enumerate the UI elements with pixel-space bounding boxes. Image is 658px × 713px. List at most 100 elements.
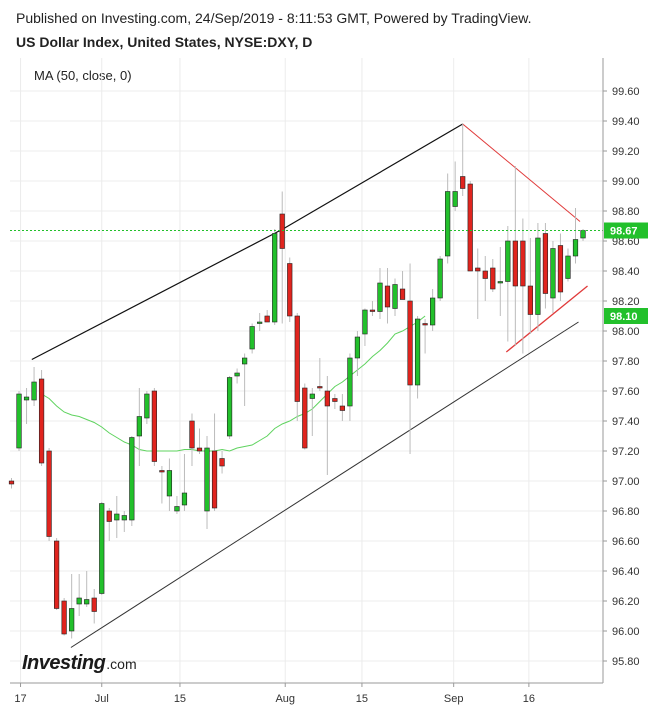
candle-body — [159, 470, 165, 473]
candle-body — [54, 540, 60, 609]
candle-body — [542, 233, 549, 294]
candle-body — [181, 492, 188, 506]
candle — [181, 454, 188, 511]
candle — [497, 247, 503, 316]
candle-body — [467, 183, 473, 272]
candle — [234, 368, 240, 384]
candle-body — [407, 300, 413, 386]
candle — [226, 376, 233, 439]
candle — [129, 436, 135, 526]
candle — [557, 233, 564, 301]
candle — [535, 223, 541, 331]
candle — [445, 173, 451, 264]
channel-lower-line — [70, 321, 579, 648]
candle — [430, 289, 436, 331]
candle-body — [512, 240, 518, 287]
candle — [189, 413, 195, 466]
candle — [482, 256, 488, 301]
candle — [392, 278, 398, 316]
candle — [572, 208, 579, 264]
y-tick-label: 96.20 — [612, 596, 640, 608]
candle-body — [399, 288, 406, 300]
candle — [242, 353, 248, 406]
candle — [377, 268, 383, 319]
wedge-lower-line — [505, 285, 588, 353]
candle-body — [226, 377, 233, 437]
candle-body — [219, 458, 225, 467]
candle-body — [475, 267, 481, 272]
candle-body — [302, 387, 308, 449]
candle — [527, 238, 533, 334]
candle — [23, 388, 30, 424]
candle-body — [279, 213, 285, 249]
candle — [38, 370, 45, 466]
candle-body — [189, 420, 195, 449]
x-tick-label: 15 — [174, 693, 186, 705]
candle-body — [572, 239, 579, 257]
y-tick-label: 97.60 — [612, 386, 640, 398]
candle — [166, 458, 173, 511]
candle-body — [445, 191, 451, 257]
candle — [16, 391, 22, 451]
candle-body — [16, 393, 22, 449]
ma-value-label: 98.10 — [610, 311, 638, 323]
ma-layer — [41, 315, 426, 452]
y-tick-label: 97.00 — [612, 476, 640, 488]
candle-body — [121, 515, 127, 521]
candle-body — [257, 321, 263, 324]
candle-body — [384, 285, 391, 308]
candle-body — [369, 309, 376, 312]
candle — [114, 496, 120, 538]
candle-body — [437, 258, 443, 299]
candle — [196, 428, 203, 454]
x-tick-label: Aug — [275, 693, 295, 705]
candle-body — [347, 357, 353, 407]
candle-body — [294, 315, 300, 402]
candle — [467, 181, 473, 272]
candle — [550, 241, 556, 313]
y-tick-label: 98.20 — [612, 296, 640, 308]
candle-body — [505, 240, 511, 282]
candle — [414, 316, 421, 399]
candle-body — [497, 281, 503, 284]
ma-line — [41, 315, 426, 452]
candle — [332, 394, 338, 409]
candle — [460, 124, 466, 196]
candle — [317, 358, 323, 391]
candle-body — [550, 248, 556, 299]
candle — [309, 388, 315, 436]
candle-body — [392, 284, 398, 309]
candle-body — [211, 450, 218, 509]
candle-body — [377, 282, 383, 312]
candle — [272, 229, 278, 325]
x-tick-label: 15 — [356, 693, 368, 705]
candle-body — [106, 510, 112, 522]
candle — [475, 248, 481, 319]
candle — [136, 388, 142, 466]
candle-body — [8, 480, 15, 485]
candle-body — [76, 597, 82, 605]
candle — [204, 436, 210, 529]
candle-body — [151, 390, 157, 462]
candle — [339, 394, 345, 421]
last-price-label: 98.67 — [610, 226, 638, 238]
y-tick-label: 95.80 — [612, 656, 640, 668]
candle-body — [287, 263, 293, 317]
candle — [54, 538, 60, 610]
candle-body — [414, 318, 421, 386]
candle — [76, 574, 82, 616]
candle — [174, 496, 180, 514]
y-tick-label: 98.60 — [612, 236, 640, 248]
candle — [151, 388, 157, 466]
candle — [369, 301, 376, 316]
candle-body — [264, 315, 270, 323]
candle-body — [174, 506, 180, 512]
candle — [347, 353, 353, 421]
candle-body — [272, 233, 278, 323]
candle — [287, 257, 293, 322]
candle — [490, 259, 496, 292]
candle-body — [535, 237, 541, 315]
candle-body — [482, 270, 488, 279]
candle — [294, 313, 300, 421]
